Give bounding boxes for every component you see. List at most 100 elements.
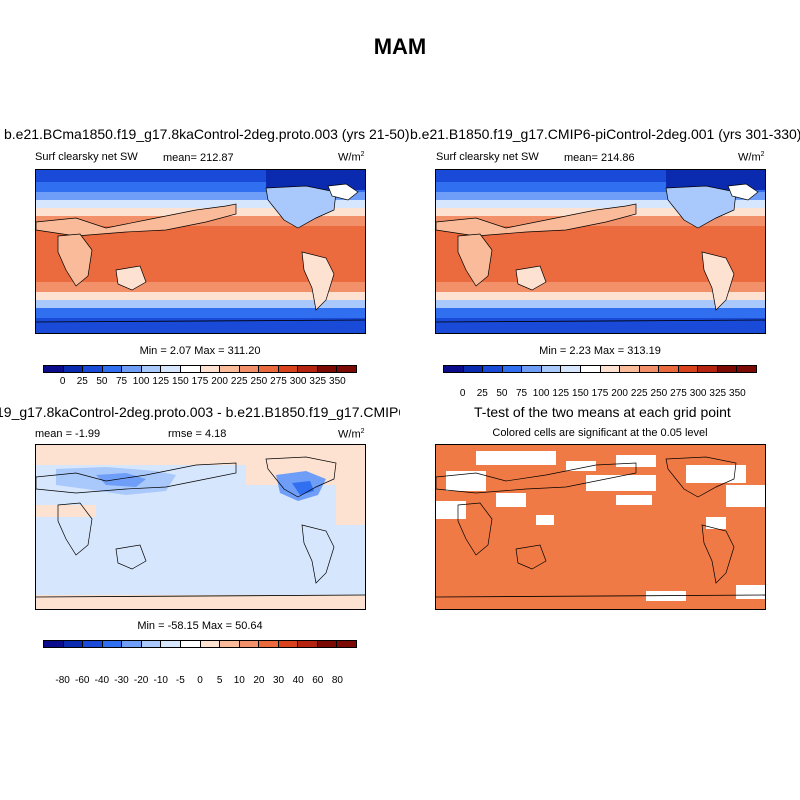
colorbar-tick-label: 175 (591, 388, 609, 399)
colorbar-tick-label: 150 (572, 388, 589, 399)
colorbar-tick-label: 20 (253, 675, 265, 686)
colorbar-swatch (698, 366, 718, 372)
colorbar-tick-label: -60 (75, 675, 90, 686)
colorbar-swatch (122, 366, 142, 372)
colorbar-swatch (620, 366, 640, 372)
colorbar-tick-label: 300 (289, 376, 307, 387)
colorbar-swatch (580, 366, 601, 372)
panel-bl-title: 19_g17.8kaControl-2deg.proto.003 - b.e21… (0, 404, 400, 420)
colorbar-tick-label: 0 (59, 376, 66, 387)
colorbar-tick-label: 225 (630, 388, 648, 399)
colorbar-tick-label: 0 (197, 675, 203, 686)
colorbar-swatch (200, 366, 221, 372)
colorbar-swatch (44, 641, 64, 647)
colorbar-swatch (298, 641, 318, 647)
colorbar-swatch (122, 641, 142, 647)
colorbar-swatch (639, 366, 660, 372)
page-title: MAM (373, 34, 427, 59)
colorbar-swatch (200, 641, 221, 647)
colorbar-tick-label: 40 (292, 675, 304, 686)
colorbar-tick-label: -40 (94, 675, 110, 686)
panel-bl-colorbar-ticks: -80 -60 -40 -30 -20 -10 -5 0 5 10 20 30 40 60 80 (43, 675, 357, 687)
colorbar-tick-label: 75 (115, 376, 128, 387)
colorbar-swatch (337, 366, 356, 372)
colorbar-swatch (463, 366, 484, 372)
colorbar-swatch (220, 641, 240, 647)
colorbar-swatch (180, 641, 201, 647)
colorbar-tick-label: 0 (459, 388, 466, 399)
colorbar-swatch (44, 366, 64, 372)
colorbar-tick-label: 275 (270, 376, 287, 387)
panel-bl-units: W/m2 (338, 428, 365, 441)
panel-tr-colorbar (443, 365, 757, 373)
colorbar-tick-label: 60 (312, 675, 324, 686)
colorbar-tick-label: 175 (191, 376, 209, 387)
colorbar-swatch (298, 366, 318, 372)
colorbar-tick-label: 350 (729, 388, 746, 399)
panel-bl-colorbar (43, 640, 357, 648)
panel-tl-variable-label: Surf clearsky net SW (35, 151, 138, 163)
colorbar-tick-label: 300 (689, 388, 707, 399)
colorbar-swatch (717, 366, 738, 372)
colorbar-swatch (317, 366, 338, 372)
colorbar-tick-label: 125 (152, 376, 170, 387)
colorbar-tick-label: 50 (496, 388, 508, 399)
panel-tl-mean: mean= 212.87 (163, 152, 234, 164)
panel-tr-map (435, 169, 766, 334)
colorbar-swatch (444, 366, 464, 372)
colorbar-swatch (102, 366, 123, 372)
colorbar-tick-label: 30 (272, 675, 285, 686)
colorbar-swatch (220, 366, 240, 372)
colorbar-tick-label: 350 (329, 376, 346, 387)
panel-tl-stats: Min = 2.07 Max = 311.20 (139, 345, 261, 357)
colorbar-swatch (600, 366, 621, 372)
colorbar-tick-label: 25 (76, 376, 88, 387)
colorbar-tick-label: 250 (650, 388, 668, 399)
panel-br-subtitle: Colored cells are significant at the 0.0… (492, 427, 708, 439)
panel-tr-mean: mean= 214.86 (564, 152, 635, 164)
colorbar-tick-label: 275 (670, 388, 687, 399)
colorbar-swatch (561, 366, 581, 372)
panel-tr-variable-label: Surf clearsky net SW (436, 151, 539, 163)
colorbar-tick-label: 75 (515, 388, 528, 399)
colorbar-swatch (259, 641, 279, 647)
colorbar-tick-label: -80 (55, 675, 70, 686)
colorbar-tick-label: -5 (175, 675, 185, 686)
colorbar-tick-label: 200 (211, 376, 228, 387)
colorbar-swatch (180, 366, 201, 372)
colorbar-swatch (737, 366, 756, 372)
colorbar-tick-label: 325 (709, 388, 727, 399)
panel-tr-title: b.e21.B1850.f19_g17.CMIP6-piControl-2deg… (410, 126, 800, 142)
colorbar-swatch (102, 641, 123, 647)
panel-tr-units: W/m2 (738, 151, 765, 164)
colorbar-tick-label: 100 (132, 376, 150, 387)
colorbar-swatch (678, 366, 699, 372)
colorbar-swatch (239, 366, 260, 372)
panel-tl-units: W/m2 (338, 151, 365, 164)
colorbar-tick-label: 50 (96, 376, 108, 387)
panel-tr-stats: Min = 2.23 Max = 313.19 (539, 345, 661, 357)
colorbar-tick-label: 225 (230, 376, 248, 387)
colorbar-swatch (541, 366, 562, 372)
colorbar-swatch (83, 641, 103, 647)
colorbar-tick-label: 80 (331, 675, 343, 686)
colorbar-swatch (483, 366, 503, 372)
colorbar-swatch (522, 366, 542, 372)
panel-bl-map (35, 444, 366, 610)
panel-tl-title: b.e21.BCma1850.f19_g17.8kaControl-2deg.p… (4, 126, 410, 142)
colorbar-tick-label: 100 (532, 388, 550, 399)
colorbar-swatch (141, 366, 162, 372)
colorbar-swatch (317, 641, 338, 647)
colorbar-swatch (278, 366, 299, 372)
colorbar-tick-label: 325 (309, 376, 327, 387)
colorbar-swatch (659, 366, 679, 372)
panel-br-map (435, 444, 766, 610)
panel-tl-map (35, 169, 366, 334)
colorbar-tick-label: 125 (552, 388, 570, 399)
panel-bl-rmse: rmse = 4.18 (168, 428, 227, 440)
colorbar-tick-label: 150 (172, 376, 189, 387)
colorbar-tick-label: -10 (153, 675, 168, 686)
colorbar-swatch (337, 641, 356, 647)
colorbar-swatch (259, 366, 279, 372)
panel-bl-stats: Min = -58.15 Max = 50.64 (137, 620, 263, 632)
